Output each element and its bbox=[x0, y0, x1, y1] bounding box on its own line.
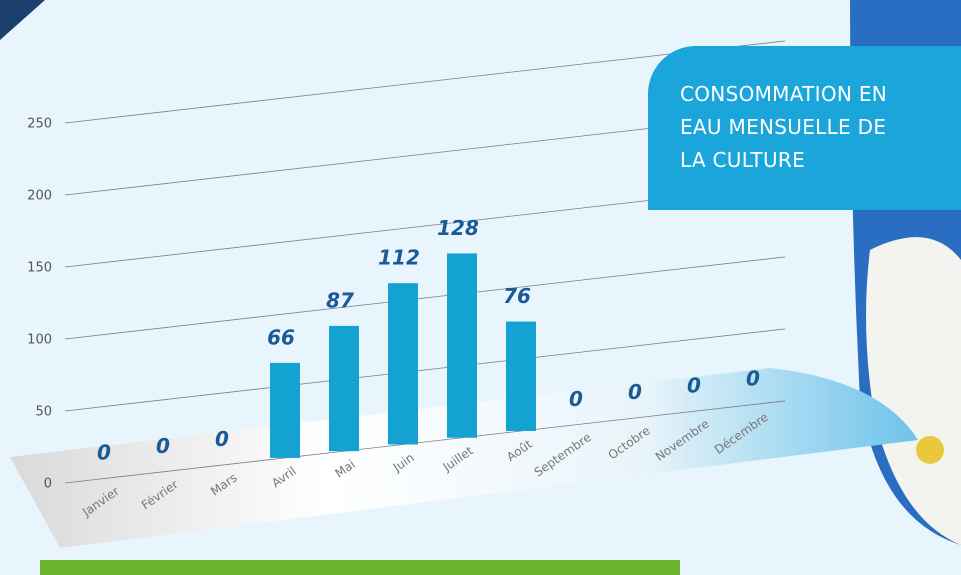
value-label: 0 bbox=[569, 387, 583, 411]
value-label: 87 bbox=[326, 288, 354, 312]
value-label: 0 bbox=[628, 380, 642, 404]
value-label: 66 bbox=[267, 325, 295, 349]
grid-line bbox=[64, 40, 786, 124]
bar bbox=[506, 321, 536, 432]
bar bbox=[329, 325, 359, 452]
y-tick-label: 0 bbox=[44, 477, 52, 492]
value-label: 0 bbox=[156, 434, 170, 458]
value-label: 0 bbox=[687, 373, 701, 397]
grid-line bbox=[64, 400, 786, 484]
y-tick-label: 100 bbox=[27, 333, 52, 348]
bar bbox=[447, 253, 477, 438]
flower-center bbox=[916, 436, 944, 464]
bar bbox=[388, 283, 418, 445]
bar bbox=[270, 362, 300, 458]
chart-title: CONSOMMATION EN EAU MENSUELLE DE LA CULT… bbox=[680, 82, 888, 172]
grid-line bbox=[64, 256, 786, 340]
title-box: CONSOMMATION EN EAU MENSUELLE DE LA CULT… bbox=[648, 46, 961, 210]
y-tick-label: 250 bbox=[27, 117, 52, 132]
flower bbox=[866, 237, 961, 545]
value-label: 76 bbox=[503, 284, 531, 308]
grid-line bbox=[64, 328, 786, 412]
value-label: 0 bbox=[215, 427, 229, 451]
corner bbox=[0, 0, 45, 40]
y-tick-label: 50 bbox=[35, 405, 52, 420]
y-tick-label: 150 bbox=[27, 261, 52, 276]
floor bbox=[10, 368, 918, 548]
green-bar bbox=[40, 560, 680, 575]
value-label: 112 bbox=[378, 246, 420, 270]
value-label: 0 bbox=[746, 367, 760, 391]
value-label: 0 bbox=[97, 441, 111, 465]
y-tick-label: 200 bbox=[27, 189, 52, 204]
value-label: 128 bbox=[437, 216, 479, 240]
